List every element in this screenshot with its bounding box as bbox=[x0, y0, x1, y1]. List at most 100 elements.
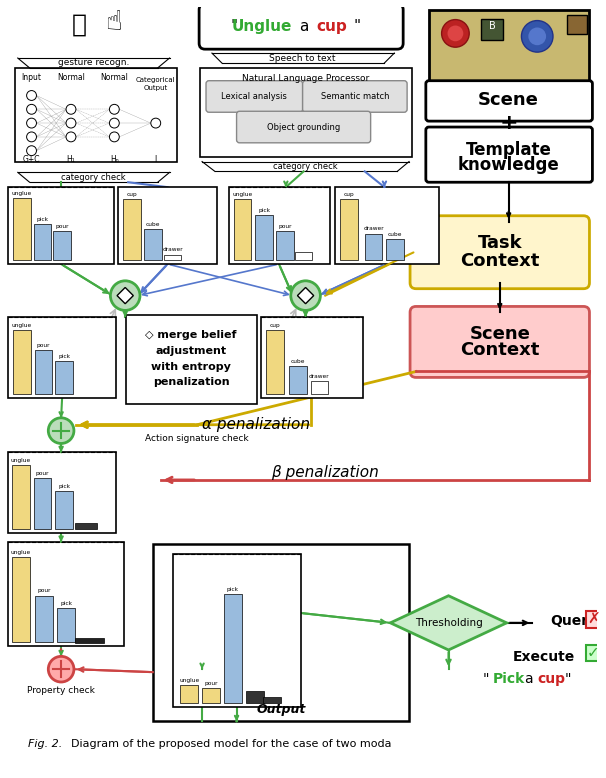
Circle shape bbox=[66, 132, 76, 142]
Text: Scene: Scene bbox=[478, 92, 539, 110]
Bar bbox=[263, 697, 281, 703]
Bar bbox=[340, 199, 358, 260]
Text: pour: pour bbox=[204, 681, 218, 685]
Text: with entropy: with entropy bbox=[152, 362, 231, 372]
Text: pick: pick bbox=[227, 587, 239, 591]
Bar bbox=[181, 685, 198, 703]
Bar bbox=[8, 187, 115, 264]
Text: ☝: ☝ bbox=[105, 8, 122, 36]
Text: cup: cup bbox=[538, 672, 565, 686]
Bar bbox=[144, 229, 162, 260]
Text: drawer: drawer bbox=[162, 247, 183, 252]
Text: unglue: unglue bbox=[12, 323, 32, 328]
Bar bbox=[429, 10, 590, 81]
Text: a: a bbox=[299, 19, 308, 34]
Polygon shape bbox=[117, 287, 133, 303]
Circle shape bbox=[521, 20, 553, 52]
Bar bbox=[295, 252, 313, 260]
Bar bbox=[36, 596, 53, 642]
Bar bbox=[118, 187, 217, 264]
Bar bbox=[255, 216, 273, 260]
Text: ": " bbox=[353, 19, 361, 34]
Bar bbox=[567, 15, 587, 34]
Text: unglue: unglue bbox=[232, 192, 253, 197]
Text: pick: pick bbox=[258, 208, 270, 213]
Circle shape bbox=[27, 90, 36, 100]
Text: Task: Task bbox=[478, 234, 522, 252]
Text: unglue: unglue bbox=[179, 678, 199, 683]
Text: H₁: H₁ bbox=[67, 155, 75, 164]
Bar bbox=[13, 330, 30, 394]
Text: ◇ merge belief: ◇ merge belief bbox=[145, 330, 237, 340]
Bar bbox=[234, 199, 251, 260]
Circle shape bbox=[27, 118, 36, 128]
Circle shape bbox=[27, 104, 36, 114]
Bar bbox=[33, 478, 52, 529]
Bar bbox=[153, 544, 409, 721]
FancyBboxPatch shape bbox=[206, 81, 302, 112]
Bar bbox=[75, 638, 104, 643]
Circle shape bbox=[66, 118, 76, 128]
Text: Scene: Scene bbox=[469, 325, 530, 343]
Text: cup: cup bbox=[270, 323, 281, 328]
Ellipse shape bbox=[291, 281, 321, 310]
Text: Speech to text: Speech to text bbox=[270, 54, 336, 62]
Bar bbox=[8, 452, 116, 533]
Text: Hₙ: Hₙ bbox=[110, 155, 119, 164]
FancyBboxPatch shape bbox=[410, 216, 590, 289]
Text: pour: pour bbox=[55, 224, 69, 229]
Polygon shape bbox=[298, 287, 314, 303]
Text: unglue: unglue bbox=[12, 191, 32, 195]
Bar bbox=[164, 254, 181, 260]
Circle shape bbox=[110, 132, 119, 142]
Text: pick: pick bbox=[36, 217, 48, 222]
Bar bbox=[481, 19, 503, 40]
Bar bbox=[12, 558, 30, 642]
Text: Pick: Pick bbox=[493, 672, 525, 686]
Circle shape bbox=[48, 418, 74, 443]
Bar bbox=[276, 231, 294, 260]
Bar bbox=[228, 187, 330, 264]
Text: pour: pour bbox=[36, 343, 50, 348]
Text: ✗: ✗ bbox=[587, 612, 600, 626]
Circle shape bbox=[447, 26, 464, 41]
Bar bbox=[365, 234, 382, 260]
Text: +: + bbox=[499, 113, 518, 133]
Text: G+C: G+C bbox=[23, 155, 40, 164]
Bar bbox=[289, 366, 307, 394]
Text: Action signature check: Action signature check bbox=[145, 434, 249, 443]
Bar bbox=[266, 330, 284, 394]
Bar bbox=[13, 198, 30, 260]
Text: pick: pick bbox=[58, 354, 70, 359]
Bar bbox=[15, 68, 178, 162]
Text: category check: category check bbox=[61, 173, 126, 182]
Text: pour: pour bbox=[38, 588, 51, 594]
Text: Semantic match: Semantic match bbox=[321, 92, 389, 101]
Text: pick: pick bbox=[58, 484, 70, 489]
Text: β penalization: β penalization bbox=[271, 464, 379, 479]
Bar bbox=[335, 187, 439, 264]
Text: category check: category check bbox=[273, 162, 338, 171]
Text: a: a bbox=[524, 672, 533, 686]
Polygon shape bbox=[390, 596, 507, 650]
Circle shape bbox=[528, 27, 546, 45]
Text: cube: cube bbox=[145, 222, 160, 226]
Text: Lexical analysis: Lexical analysis bbox=[221, 92, 287, 101]
Text: ✓: ✓ bbox=[587, 645, 600, 660]
Text: Output: Output bbox=[256, 703, 305, 716]
Text: Property check: Property check bbox=[27, 686, 95, 696]
Bar bbox=[126, 315, 258, 404]
Text: knowledge: knowledge bbox=[458, 156, 559, 174]
Text: unglue: unglue bbox=[10, 457, 31, 463]
Bar bbox=[33, 224, 52, 260]
Bar bbox=[247, 691, 264, 703]
Bar bbox=[8, 317, 116, 398]
Circle shape bbox=[110, 104, 119, 114]
FancyBboxPatch shape bbox=[410, 307, 590, 377]
Bar bbox=[202, 689, 220, 703]
Text: ": " bbox=[230, 19, 237, 34]
Text: cup: cup bbox=[317, 19, 348, 34]
Text: Execute: Execute bbox=[513, 650, 575, 664]
Bar bbox=[55, 491, 73, 529]
Bar bbox=[35, 350, 52, 394]
